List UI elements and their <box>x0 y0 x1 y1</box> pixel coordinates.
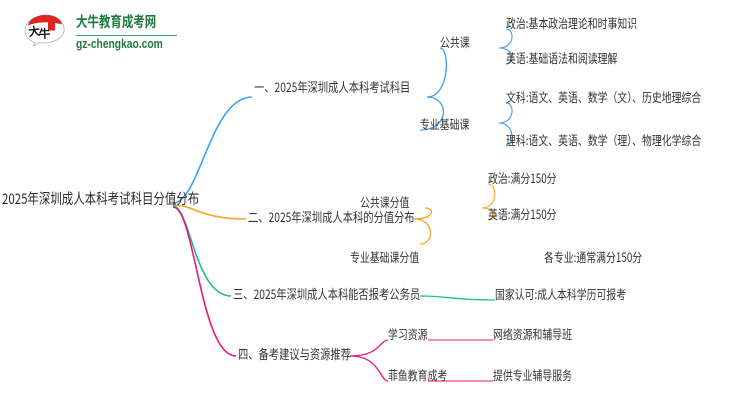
svg-text:牛: 牛 <box>39 27 51 41</box>
